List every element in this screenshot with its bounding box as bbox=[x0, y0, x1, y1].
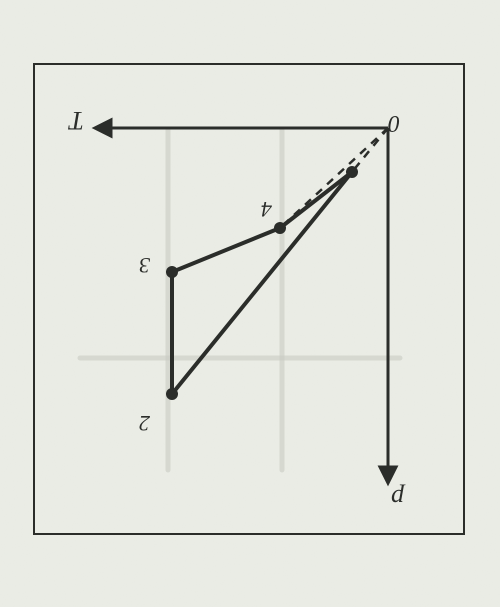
point-label-3: 3 bbox=[139, 253, 151, 278]
origin-label: 0 bbox=[388, 110, 400, 136]
state-point-2 bbox=[166, 388, 178, 400]
axis-label-p: p bbox=[391, 484, 406, 513]
state-point-4 bbox=[274, 222, 286, 234]
state-point-1 bbox=[346, 166, 358, 178]
axis-label-T: T bbox=[68, 106, 84, 135]
state-point-3 bbox=[166, 266, 178, 278]
diagram-container: 0 T p 2 3 4 bbox=[0, 0, 500, 607]
paper-grain bbox=[0, 0, 500, 607]
point-label-2: 2 bbox=[139, 411, 150, 436]
point-label-4: 4 bbox=[261, 197, 272, 222]
pt-diagram-svg: 0 T p 2 3 4 bbox=[0, 0, 500, 607]
